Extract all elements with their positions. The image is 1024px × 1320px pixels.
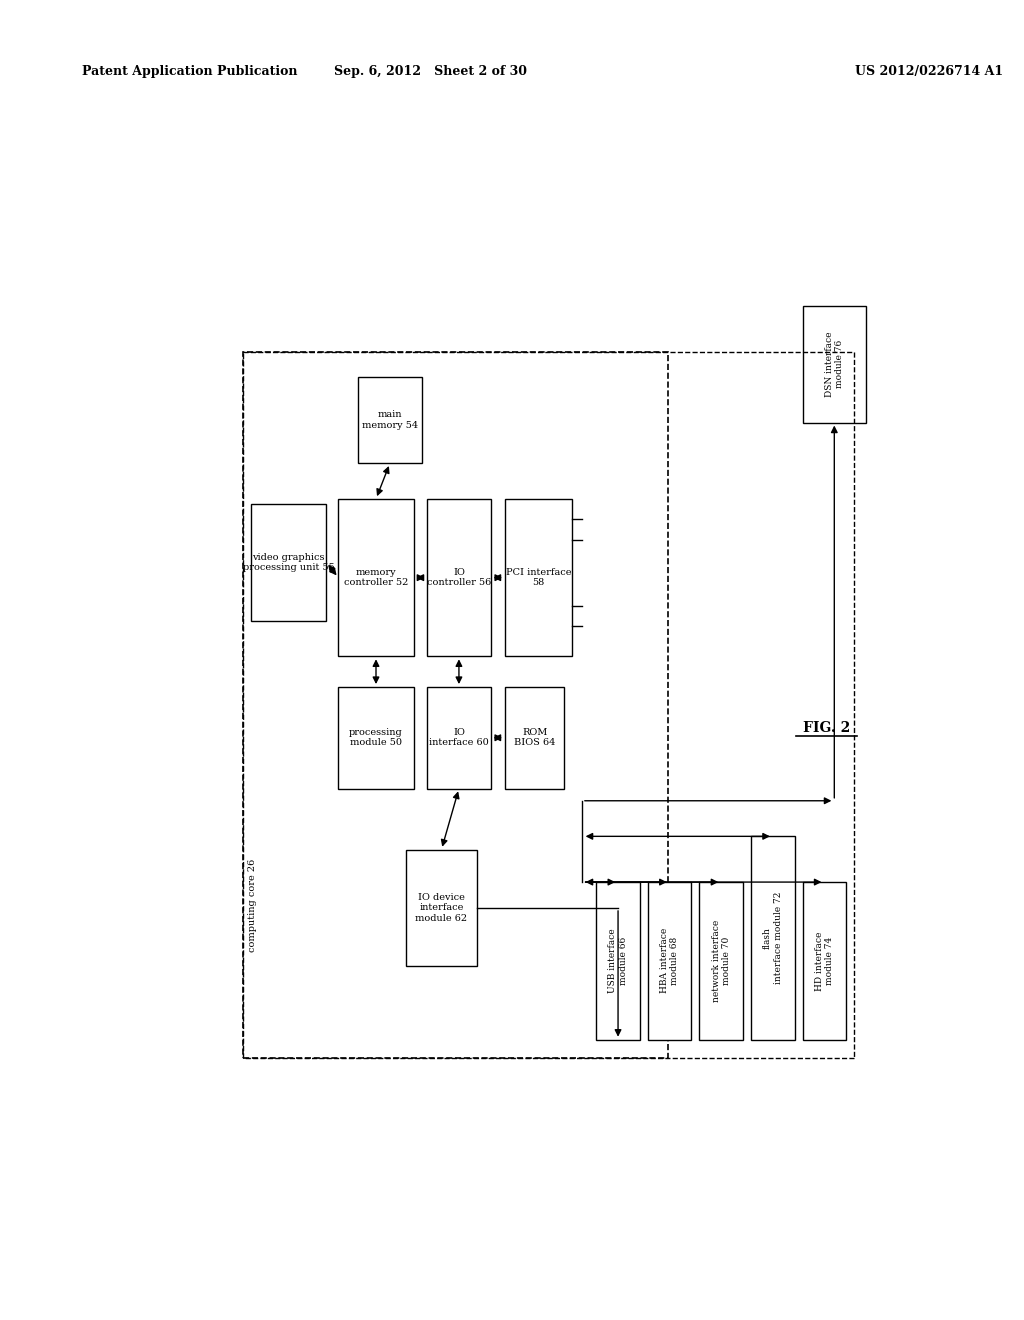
FancyBboxPatch shape (803, 306, 866, 422)
Text: computing core 26: computing core 26 (248, 859, 257, 952)
Text: IO
interface 60: IO interface 60 (429, 729, 488, 747)
Text: network interface
module 70: network interface module 70 (712, 920, 731, 1002)
Text: memory
controller 52: memory controller 52 (344, 568, 409, 587)
Text: PCI interface
58: PCI interface 58 (506, 568, 571, 587)
Text: ROM
BIOS 64: ROM BIOS 64 (514, 729, 555, 747)
Text: IO device
interface
module 62: IO device interface module 62 (416, 894, 468, 923)
FancyBboxPatch shape (596, 882, 640, 1040)
FancyBboxPatch shape (751, 837, 795, 1040)
Text: HD interface
module 74: HD interface module 74 (815, 931, 835, 990)
Text: DSN interface
module 76: DSN interface module 76 (824, 331, 844, 397)
FancyBboxPatch shape (699, 882, 743, 1040)
Text: Sep. 6, 2012   Sheet 2 of 30: Sep. 6, 2012 Sheet 2 of 30 (334, 65, 526, 78)
Text: Patent Application Publication: Patent Application Publication (82, 65, 297, 78)
FancyBboxPatch shape (427, 686, 490, 788)
FancyBboxPatch shape (358, 378, 422, 463)
Text: video graphics
processing unit 55: video graphics processing unit 55 (243, 553, 335, 572)
FancyBboxPatch shape (427, 499, 490, 656)
Text: HBA interface
module 68: HBA interface module 68 (659, 928, 679, 994)
Text: IO
controller 56: IO controller 56 (427, 568, 492, 587)
FancyBboxPatch shape (648, 882, 691, 1040)
Text: US 2012/0226714 A1: US 2012/0226714 A1 (855, 65, 1004, 78)
FancyBboxPatch shape (505, 499, 572, 656)
FancyBboxPatch shape (406, 850, 477, 966)
FancyBboxPatch shape (338, 499, 414, 656)
Text: FIG. 2: FIG. 2 (803, 721, 850, 735)
Text: main
memory 54: main memory 54 (361, 411, 418, 430)
Text: USB interface
module 66: USB interface module 66 (608, 928, 628, 993)
FancyBboxPatch shape (505, 686, 564, 788)
Text: flash
interface module 72: flash interface module 72 (763, 892, 782, 985)
Text: processing
module 50: processing module 50 (349, 729, 402, 747)
FancyBboxPatch shape (803, 882, 846, 1040)
FancyBboxPatch shape (251, 504, 327, 620)
FancyBboxPatch shape (338, 686, 414, 788)
